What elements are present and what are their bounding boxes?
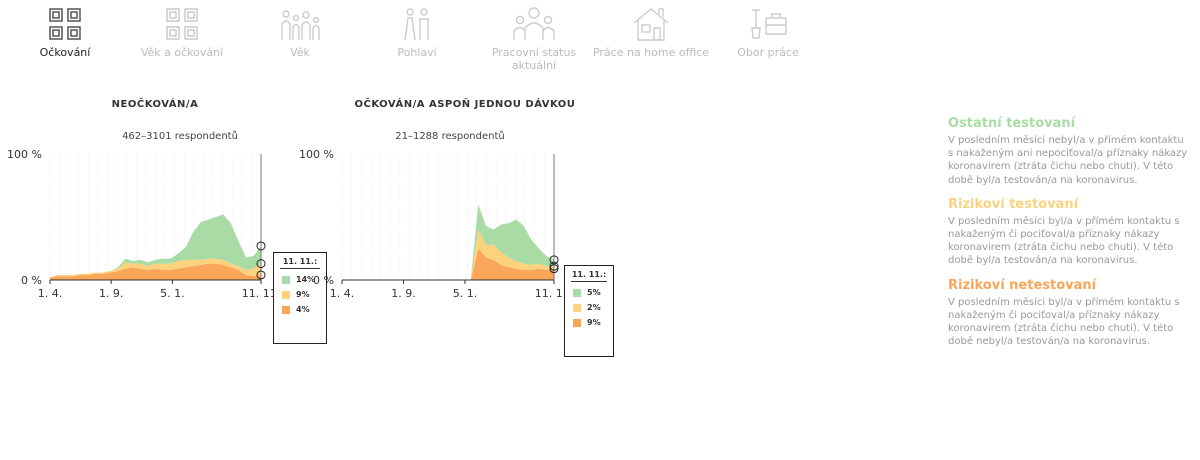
legend-value: 4%	[296, 305, 310, 314]
legend-swatch-yellow	[282, 290, 290, 299]
tab-bar: Očkování Věk a očkování Věk	[0, 0, 900, 80]
grid-icon	[166, 8, 198, 40]
series-area-green	[342, 204, 554, 280]
people-icon	[281, 10, 320, 40]
chart-title: OČKOVÁN/A ASPOŇ JEDNOU DÁVKOU	[354, 99, 576, 110]
category-text: V posledním měsíci nebyl/a v přímém kont…	[948, 135, 1188, 186]
series-area-orange	[50, 263, 261, 280]
tab-pohlavi[interactable]: Pohlaví	[357, 6, 477, 59]
legend-value: 9%	[587, 318, 601, 327]
category-text: V posledním měsíci byl/a v přímém kontak…	[948, 296, 1180, 348]
workers-icon	[513, 7, 555, 40]
hover-marker	[256, 270, 266, 280]
chart-subtitle: 462–3101 respondentů	[122, 131, 238, 142]
x-tick-label: 11. 11.	[535, 287, 570, 300]
chart-title: NEOČKOVÁN/A	[111, 99, 199, 110]
legend-row: 5%	[573, 288, 605, 297]
tab-obor-prace[interactable]: Obor práce	[708, 6, 828, 59]
legend-value: 2%	[587, 303, 601, 312]
legend-swatch-yellow	[573, 303, 581, 312]
legend-date: 11. 11.:	[571, 270, 607, 282]
hover-marker	[549, 255, 559, 265]
tab-label: Pohlaví	[397, 46, 437, 59]
legend-row: 4%	[282, 305, 318, 314]
hover-marker	[549, 264, 559, 274]
hover-marker	[256, 259, 266, 269]
x-tick-label: 1. 4.	[330, 287, 355, 300]
y-tick-label: 0 %	[21, 274, 42, 287]
legend-row: 9%	[573, 318, 605, 327]
legend-row: 2%	[573, 303, 605, 312]
tab-vek[interactable]: Věk	[240, 6, 360, 59]
legend-value: 9%	[296, 290, 310, 299]
hover-marker	[549, 261, 559, 271]
hover-marker	[256, 241, 266, 251]
tab-label: Pracovní status aktuální	[491, 46, 577, 72]
x-tick-label: 5. 1.	[453, 287, 478, 300]
series-area-green	[50, 214, 261, 278]
tab-vek-a-ockovani[interactable]: Věk a očkování	[122, 6, 242, 59]
grid-icon	[49, 8, 81, 40]
legend-box: 11. 11.: 14% 9% 4%	[273, 252, 327, 344]
legend-swatch-orange	[573, 318, 581, 327]
legend-value: 14%	[296, 275, 316, 284]
category-descriptions: Ostatní testovaní V posledním měsíci neb…	[948, 116, 1188, 358]
x-tick-label: 1. 9.	[99, 287, 124, 300]
legend-swatch-orange	[282, 305, 290, 314]
x-tick-label: 1. 9.	[391, 287, 416, 300]
chart-ockovan: 100 % 0 %1. 4. 1. 9. 5. 1. 11. 11.	[299, 148, 570, 300]
legend-box: 11. 11.: 5% 2% 9%	[564, 265, 614, 357]
tab-pracovni-status[interactable]: Pracovní status aktuální	[474, 6, 594, 72]
tab-label: Práce na home office	[592, 46, 710, 59]
tab-label: Věk	[290, 46, 310, 59]
gender-icon	[404, 8, 429, 41]
legend-value: 5%	[587, 288, 601, 297]
category-text: V posledním měsíci byl/a v přímém kontak…	[948, 215, 1180, 267]
tab-ockovani[interactable]: Očkování	[5, 6, 125, 59]
legend-swatch-green	[282, 275, 290, 284]
x-tick-label: 11. 11.	[242, 287, 280, 300]
chart-neockovan: 100 % 0 %1. 4. 1. 9. 5. 1. 11. 11.	[7, 148, 280, 300]
series-area-orange	[342, 248, 554, 280]
legend-swatch-green	[573, 288, 581, 297]
legend-row: 14%	[282, 275, 318, 284]
chart-subtitle: 21–1288 respondentů	[395, 131, 505, 142]
y-tick-label: 0 %	[313, 274, 334, 287]
tools-icon	[751, 9, 787, 39]
tab-label: Obor práce	[737, 46, 799, 59]
category-title-rizikovi-testovani: Rizikoví testovaní	[948, 196, 1079, 212]
x-tick-label: 5. 1.	[160, 287, 185, 300]
legend-row: 9%	[282, 290, 318, 299]
series-area-yellow	[50, 258, 261, 278]
y-tick-label: 100 %	[299, 148, 334, 161]
tab-label: Věk a očkování	[140, 46, 224, 59]
y-tick-label: 100 %	[7, 148, 42, 161]
category-title-rizikovi-netestovani: Rizikoví netestovaní	[948, 277, 1097, 293]
legend-date: 11. 11.:	[280, 257, 320, 269]
x-tick-label: 1. 4.	[38, 287, 63, 300]
category-title-ostatni: Ostatní testovaní	[948, 116, 1076, 131]
tab-label: Očkování	[39, 46, 91, 59]
house-icon	[633, 8, 669, 41]
tab-home-office[interactable]: Práce na home office	[591, 6, 711, 59]
